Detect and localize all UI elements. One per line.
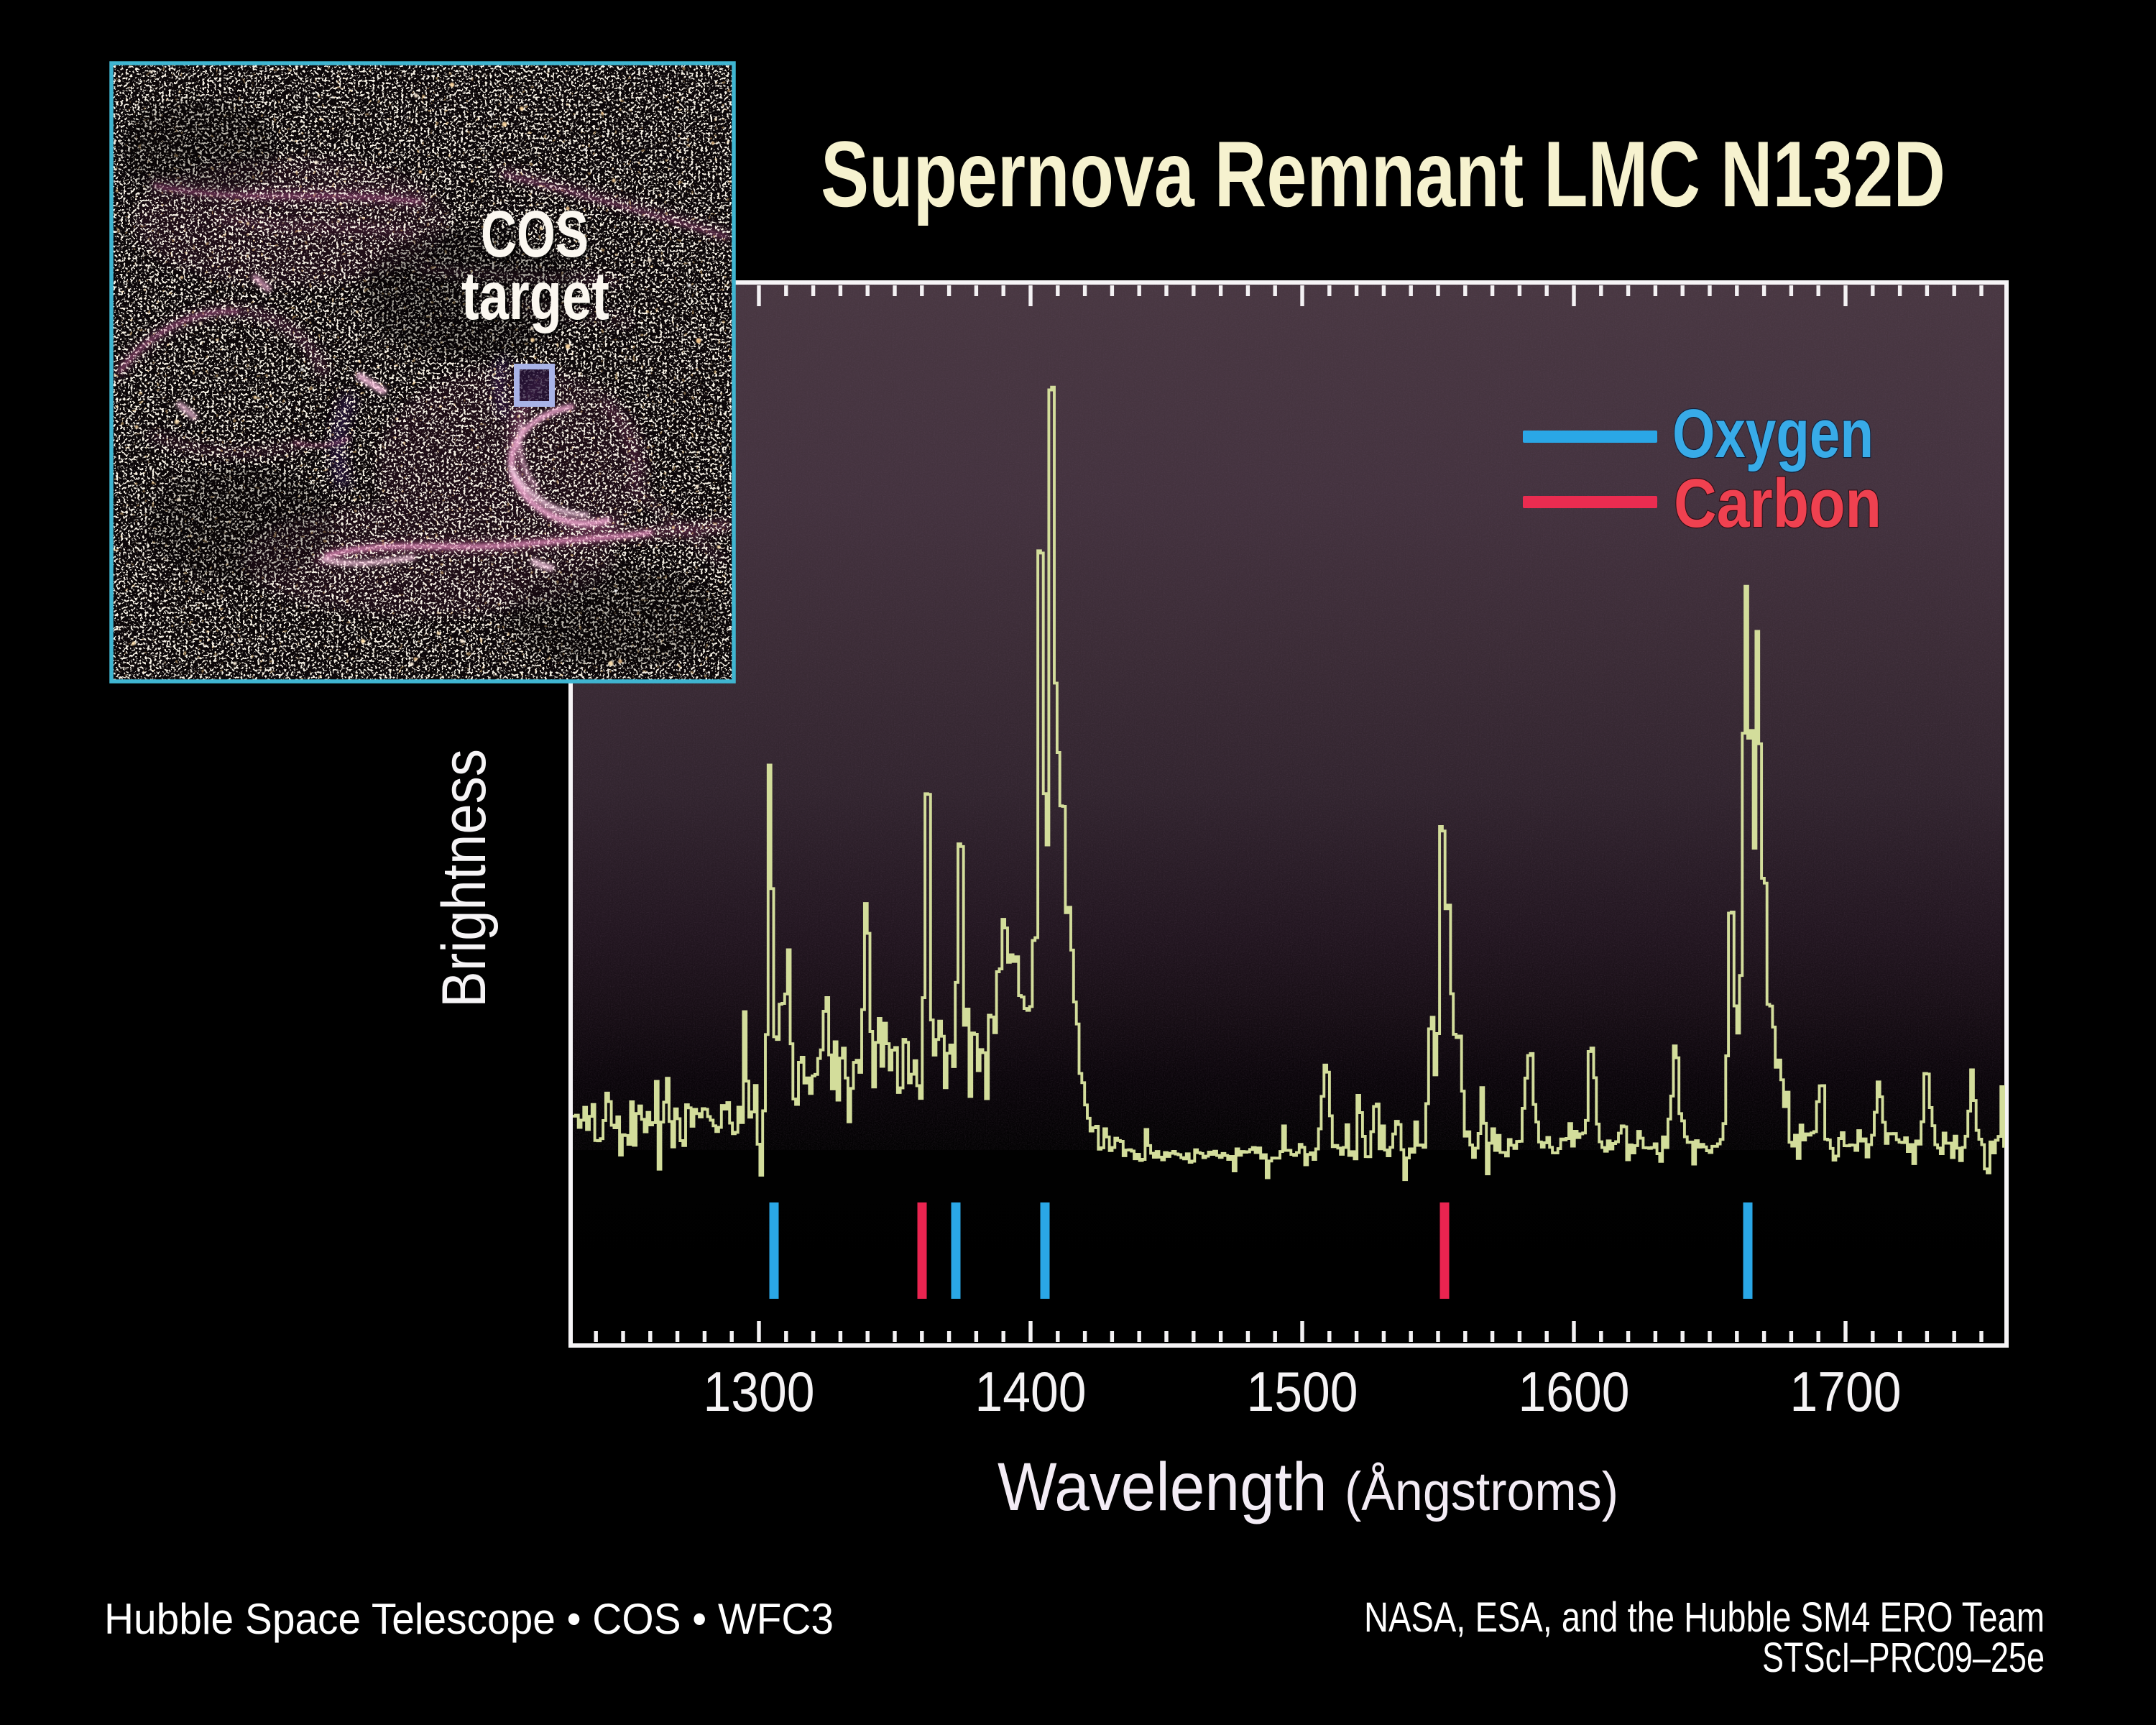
svg-text:1300: 1300 xyxy=(704,1360,815,1423)
svg-text:1500: 1500 xyxy=(1247,1360,1358,1423)
svg-text:target: target xyxy=(464,260,612,336)
svg-text:1400: 1400 xyxy=(975,1360,1087,1423)
svg-text:1600: 1600 xyxy=(1519,1360,1630,1423)
svg-text:Carbon: Carbon xyxy=(1674,465,1881,542)
svg-text:STScI–PRC09–25e: STScI–PRC09–25e xyxy=(1762,1634,2045,1681)
svg-text:Supernova Remnant LMC N132D: Supernova Remnant LMC N132D xyxy=(821,121,1945,226)
svg-text:Oxygen: Oxygen xyxy=(1672,395,1874,472)
svg-text:Hubble Space Telescope • COS •: Hubble Space Telescope • COS • WFC3 xyxy=(104,1595,834,1643)
svg-text:Wavelength (Ångstroms): Wavelength (Ångstroms) xyxy=(998,1449,1618,1525)
svg-text:1700: 1700 xyxy=(1790,1360,1902,1423)
svg-text:NASA, ESA, and the Hubble SM4: NASA, ESA, and the Hubble SM4 ERO Team xyxy=(1364,1594,2045,1641)
svg-text:target: target xyxy=(461,258,609,334)
svg-text:COS: COS xyxy=(483,200,591,273)
svg-text:COS: COS xyxy=(481,198,589,271)
svg-text:Brightness: Brightness xyxy=(430,749,499,1008)
